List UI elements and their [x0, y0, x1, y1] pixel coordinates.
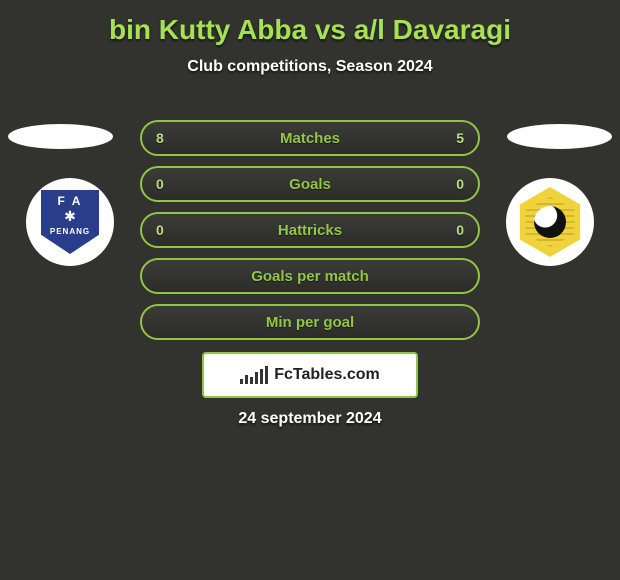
stat-right-value: 0	[456, 222, 464, 238]
stat-left-value: 8	[156, 130, 164, 146]
stat-label: Hattricks	[278, 222, 342, 239]
stat-left-value: 0	[156, 176, 164, 192]
subtitle: Club competitions, Season 2024	[0, 58, 620, 76]
brand-badge[interactable]: FcTables.com	[202, 352, 418, 398]
page-title: bin Kutty Abba vs a/l Davaragi	[0, 0, 620, 46]
date-label: 24 september 2024	[0, 410, 620, 428]
stat-row-gpm: Goals per match	[140, 258, 480, 294]
stat-label: Goals per match	[251, 268, 369, 285]
stat-row-goals: 0 Goals 0	[140, 166, 480, 202]
stat-row-mpg: Min per goal	[140, 304, 480, 340]
stat-right-value: 0	[456, 176, 464, 192]
bars-icon	[240, 366, 268, 384]
stat-row-hattricks: 0 Hattricks 0	[140, 212, 480, 248]
stat-right-value: 5	[456, 130, 464, 146]
stat-label: Min per goal	[266, 314, 354, 331]
comparison-card: bin Kutty Abba vs a/l Davaragi Club comp…	[0, 0, 620, 580]
stat-left-value: 0	[156, 222, 164, 238]
brand-text: FcTables.com	[274, 366, 380, 384]
stat-row-matches: 8 Matches 5	[140, 120, 480, 156]
stat-label: Matches	[280, 130, 340, 147]
stat-label: Goals	[289, 176, 331, 193]
stats-list: 8 Matches 5 0 Goals 0 0 Hattricks 0 Goal…	[0, 120, 620, 350]
